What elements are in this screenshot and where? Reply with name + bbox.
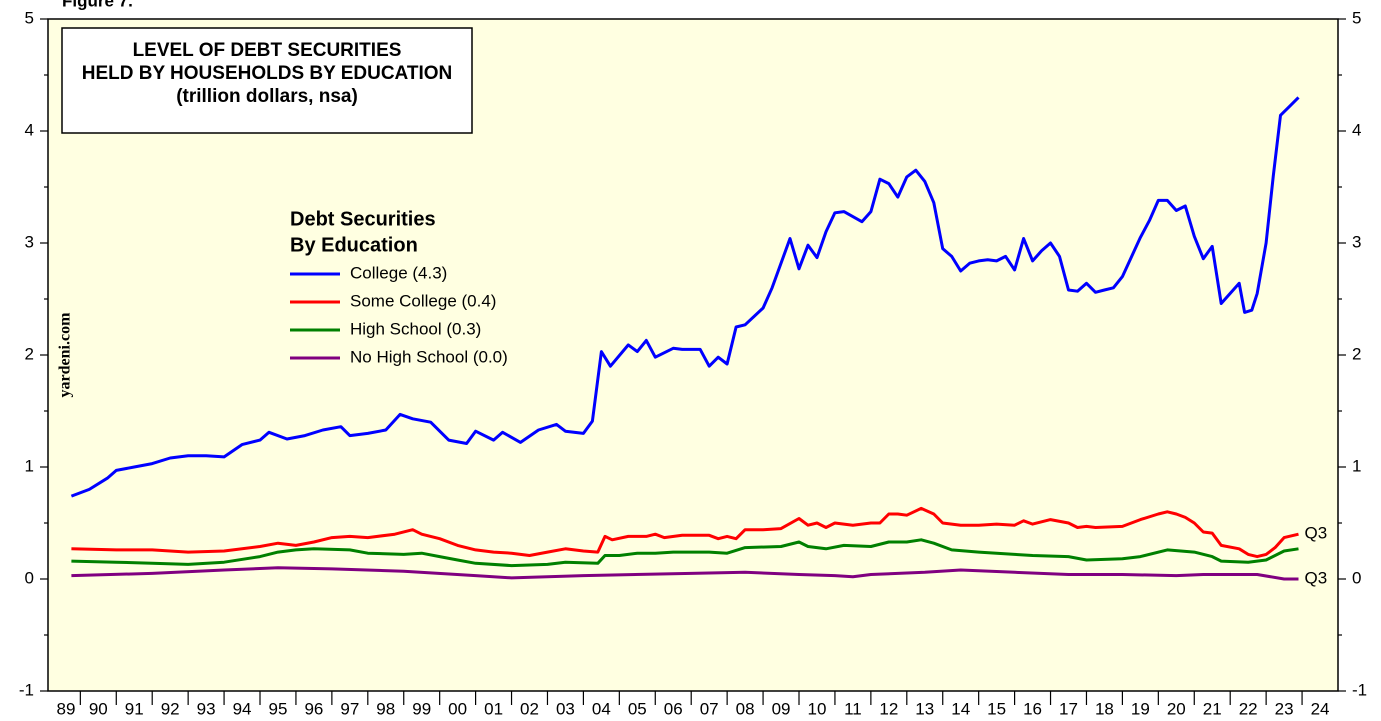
x-tick-label: 18	[1095, 699, 1114, 718]
x-tick-label: 03	[556, 699, 575, 718]
chart-title: HELD BY HOUSEHOLDS BY EDUCATION	[82, 63, 453, 84]
x-tick-label: 17	[1059, 699, 1078, 718]
y-tick-label: 5	[25, 8, 34, 27]
x-tick-label: 09	[772, 699, 791, 718]
x-tick-label: 91	[125, 699, 144, 718]
x-tick-label: 22	[1239, 699, 1258, 718]
x-tick-label: 96	[304, 699, 323, 718]
x-tick-label: 90	[89, 699, 108, 718]
y-tick-label: 0	[25, 568, 34, 587]
x-tick-label: 02	[520, 699, 539, 718]
y2-tick-label: 4	[1352, 120, 1361, 139]
x-tick-label: 13	[915, 699, 934, 718]
x-tick-label: 21	[1203, 699, 1222, 718]
y2-tick-label: 1	[1352, 456, 1361, 475]
x-tick-label: 89	[57, 699, 76, 718]
legend-title: By Education	[290, 234, 418, 256]
x-tick-label: 15	[987, 699, 1006, 718]
x-tick-label: 01	[484, 699, 503, 718]
x-tick-label: 95	[269, 699, 288, 718]
source-label: yardeni.com	[57, 312, 74, 398]
legend-title: Debt Securities	[290, 208, 436, 230]
x-tick-label: 07	[700, 699, 719, 718]
x-tick-label: 92	[161, 699, 180, 718]
y-tick-label: 2	[25, 344, 34, 363]
x-tick-label: 00	[448, 699, 467, 718]
x-tick-label: 19	[1131, 699, 1150, 718]
y-tick-label: 4	[25, 120, 34, 139]
x-tick-label: 24	[1311, 699, 1330, 718]
x-tick-label: 99	[412, 699, 431, 718]
legend-label: College (4.3)	[350, 263, 447, 282]
x-tick-label: 06	[664, 699, 683, 718]
x-tick-label: 97	[340, 699, 359, 718]
line-series	[71, 538, 1299, 568]
x-tick-label: 16	[1023, 699, 1042, 718]
line-series	[71, 506, 1299, 559]
end-label: Q3	[1304, 568, 1327, 587]
y-tick-label: 3	[25, 232, 34, 251]
line-series	[71, 566, 1299, 581]
figure-label: Figure 7.	[62, 0, 133, 10]
title-box	[61, 27, 473, 134]
y2-tick-label: -1	[1352, 680, 1367, 699]
x-tick-label: 20	[1167, 699, 1186, 718]
x-tick-label: 08	[736, 699, 755, 718]
x-tick-label: 11	[844, 699, 862, 718]
x-tick-label: 14	[951, 699, 970, 718]
line-series	[70, 96, 1300, 498]
legend-label: High School (0.3)	[350, 319, 481, 338]
x-tick-label: 10	[808, 699, 827, 718]
legend-label: No High School (0.0)	[350, 347, 508, 366]
x-tick-label: 98	[376, 699, 395, 718]
y2-tick-label: 5	[1352, 8, 1361, 27]
y2-tick-label: 2	[1352, 344, 1361, 363]
x-tick-label: 04	[592, 699, 611, 718]
y-tick-label: 1	[25, 456, 34, 475]
end-label: Q3	[1304, 524, 1327, 543]
x-tick-label: 12	[879, 699, 898, 718]
y2-tick-label: 3	[1352, 232, 1361, 251]
x-tick-label: 93	[197, 699, 216, 718]
chart-title: LEVEL OF DEBT SECURITIES	[133, 40, 402, 61]
chart-subtitle: (trillion dollars, nsa)	[176, 86, 358, 107]
x-tick-label: 94	[233, 699, 252, 718]
legend-label: Some College (0.4)	[350, 291, 496, 310]
x-tick-label: 23	[1275, 699, 1294, 718]
y-tick-label: -1	[19, 680, 34, 699]
x-tick-label: 05	[628, 699, 647, 718]
y2-tick-label: 0	[1352, 568, 1361, 587]
